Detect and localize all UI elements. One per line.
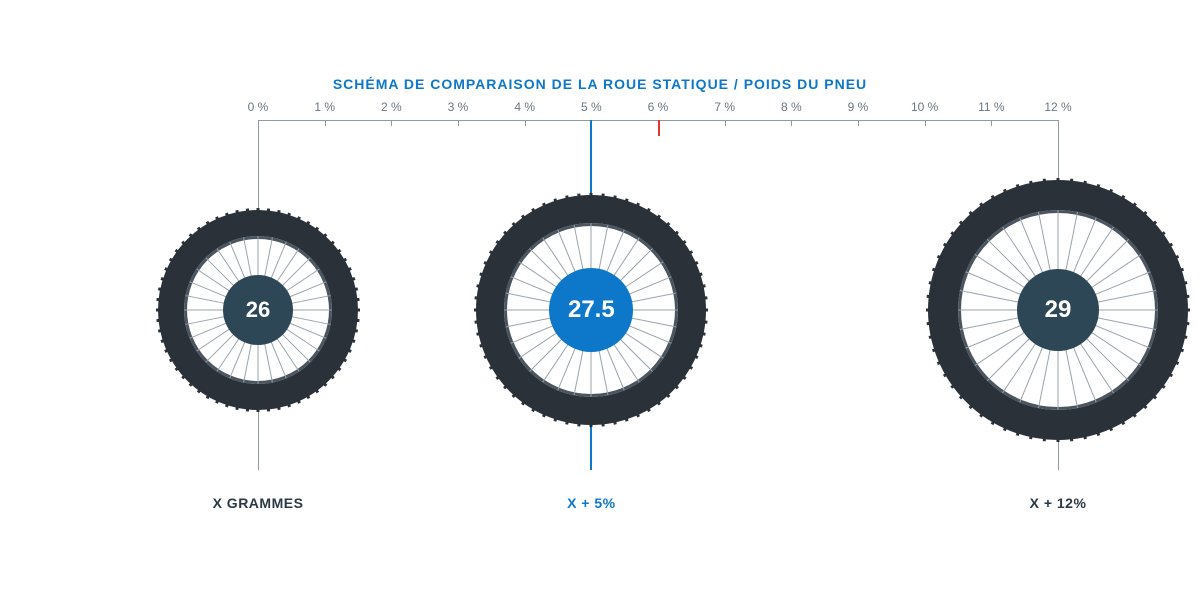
wheel-275: 27.5: [476, 195, 706, 425]
wheel-29: 29: [928, 180, 1188, 440]
wheel-caption: X + 5%: [567, 495, 616, 511]
axis-tick: [391, 120, 392, 126]
wheel-caption: X + 12%: [1030, 495, 1087, 511]
wheel-26: 26: [158, 210, 358, 410]
axis-tick-label: 4 %: [514, 100, 535, 114]
axis-tick: [325, 120, 326, 126]
axis-tick-label: 8 %: [781, 100, 802, 114]
leader-top: [258, 120, 259, 210]
diagram-stage: SCHÉMA DE COMPARAISON DE LA ROUE STATIQU…: [0, 0, 1200, 600]
axis-tick-label: 7 %: [714, 100, 735, 114]
axis-tick-label: 5 %: [581, 100, 602, 114]
axis-red-marker: [658, 120, 660, 136]
leader-bottom: [1058, 440, 1059, 470]
hub-label: 26: [223, 275, 293, 345]
axis-tick: [725, 120, 726, 126]
hub-label: 27.5: [549, 268, 633, 352]
axis-tick: [458, 120, 459, 126]
leader-bottom: [590, 425, 592, 470]
axis-tick: [925, 120, 926, 126]
leader-top: [590, 120, 592, 195]
axis-tick-label: 9 %: [848, 100, 869, 114]
leader-top: [1058, 120, 1059, 180]
axis-tick: [525, 120, 526, 126]
hub-label: 29: [1017, 269, 1099, 351]
axis-tick: [858, 120, 859, 126]
axis-tick-label: 1 %: [314, 100, 335, 114]
diagram-title: SCHÉMA DE COMPARAISON DE LA ROUE STATIQU…: [0, 76, 1200, 92]
axis-tick-label: 3 %: [448, 100, 469, 114]
axis-tick-label: 10 %: [911, 100, 938, 114]
axis-tick-label: 6 %: [648, 100, 669, 114]
axis-tick: [791, 120, 792, 126]
wheel-caption: X GRAMMES: [213, 495, 304, 511]
axis-tick-label: 2 %: [381, 100, 402, 114]
axis-tick-label: 12 %: [1044, 100, 1071, 114]
axis-tick-label: 11 %: [978, 100, 1004, 114]
axis-tick: [991, 120, 992, 126]
leader-bottom: [258, 410, 259, 470]
axis-tick-label: 0 %: [248, 100, 269, 114]
